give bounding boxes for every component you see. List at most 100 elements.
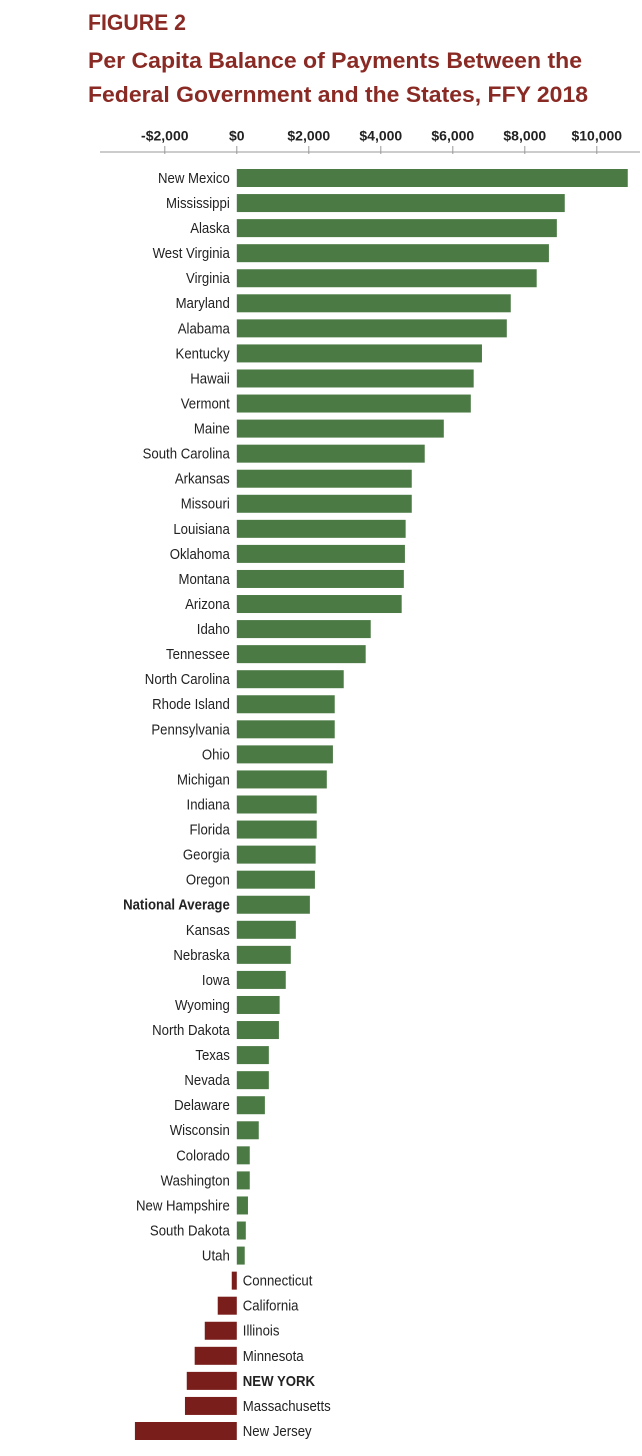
category-label: Washington	[161, 1172, 230, 1189]
category-label: Oregon	[186, 871, 230, 888]
category-label: National Average	[123, 896, 230, 913]
category-label: Florida	[189, 821, 229, 838]
bar	[236, 820, 317, 839]
x-tick-label: $4,000	[359, 128, 402, 144]
bar	[236, 1121, 259, 1140]
category-label: Alabama	[178, 320, 230, 337]
category-label: Massachusetts	[243, 1397, 331, 1414]
x-tick-label: $6,000	[431, 128, 474, 144]
category-label: Maine	[194, 420, 230, 437]
bar	[236, 670, 344, 689]
x-tick-label: -$2,000	[141, 128, 189, 144]
category-label: Nebraska	[173, 946, 230, 963]
category-label: California	[243, 1297, 299, 1314]
bar	[236, 369, 474, 388]
bar	[236, 1146, 250, 1165]
chart-title: Per Capita Balance of Payments Between t…	[88, 48, 582, 73]
x-tick-label: $2,000	[287, 128, 330, 144]
category-label: New Jersey	[243, 1422, 313, 1439]
bar	[236, 645, 366, 664]
bar	[236, 269, 537, 288]
x-tick-label: $0	[229, 128, 245, 144]
category-label: Hawaii	[190, 370, 230, 387]
bar	[231, 1271, 237, 1290]
bar	[236, 770, 327, 789]
bar	[236, 1096, 265, 1115]
category-label: Michigan	[177, 771, 230, 788]
bar	[236, 945, 291, 964]
category-label: New Hampshire	[136, 1197, 230, 1214]
bar	[236, 795, 317, 814]
x-tick-label: $10,000	[571, 128, 622, 144]
bar	[236, 244, 549, 263]
bar	[236, 595, 402, 614]
category-label: Utah	[202, 1247, 230, 1264]
category-label: West Virginia	[153, 244, 230, 261]
bar	[236, 319, 507, 338]
category-label: Vermont	[181, 395, 230, 412]
category-label: Wisconsin	[170, 1121, 230, 1138]
bar	[134, 1422, 237, 1440]
bar	[194, 1346, 237, 1365]
category-label: Arizona	[185, 595, 230, 612]
bar	[236, 995, 280, 1014]
category-label: Delaware	[174, 1096, 230, 1113]
bar	[236, 970, 286, 989]
category-label: Colorado	[176, 1147, 230, 1164]
x-tick-label: $8,000	[503, 128, 546, 144]
bar	[236, 745, 333, 764]
category-label: Idaho	[197, 620, 230, 637]
bar	[217, 1296, 237, 1315]
category-label: North Carolina	[145, 670, 230, 687]
category-label: Wyoming	[175, 996, 230, 1013]
category-label: New Mexico	[158, 169, 230, 186]
category-label: Minnesota	[243, 1347, 304, 1364]
bar	[236, 169, 628, 187]
category-label: Nevada	[184, 1071, 230, 1088]
bar	[184, 1396, 237, 1415]
category-label: Louisiana	[173, 520, 230, 537]
bar	[236, 845, 316, 864]
bar	[236, 720, 335, 739]
bar	[236, 419, 444, 438]
category-label: Connecticut	[243, 1272, 313, 1289]
category-label: Maryland	[176, 294, 230, 311]
category-label: NEW YORK	[243, 1372, 316, 1389]
bar	[236, 444, 425, 463]
category-label: Illinois	[243, 1322, 280, 1339]
bar	[236, 1171, 250, 1190]
bar	[236, 895, 310, 914]
bar	[236, 920, 296, 939]
category-label: Arkansas	[175, 470, 230, 487]
category-label: Mississippi	[166, 194, 230, 211]
bar	[236, 544, 405, 563]
bar	[236, 1221, 246, 1240]
category-label: Ohio	[202, 746, 230, 763]
bar	[236, 620, 371, 639]
bar	[236, 519, 406, 538]
category-label: South Carolina	[143, 445, 230, 462]
figure-label: FIGURE 2	[88, 10, 186, 35]
category-label: Indiana	[187, 796, 230, 813]
category-label: Montana	[178, 570, 229, 587]
category-label: Pennsylvania	[151, 720, 230, 737]
bar	[236, 1021, 279, 1040]
bar	[236, 194, 565, 213]
bar	[236, 1196, 248, 1215]
bar	[236, 494, 412, 513]
bar	[236, 344, 482, 363]
bar	[236, 870, 315, 889]
bar	[236, 469, 412, 488]
category-label: Iowa	[202, 971, 230, 988]
category-label: Virginia	[186, 269, 230, 286]
bar	[236, 1071, 269, 1090]
bar	[236, 294, 511, 313]
category-label: Texas	[195, 1046, 229, 1063]
category-label: Tennessee	[166, 645, 230, 662]
bar	[236, 394, 471, 413]
category-label: Kansas	[186, 921, 230, 938]
category-label: Georgia	[183, 846, 230, 863]
bar	[236, 695, 335, 714]
